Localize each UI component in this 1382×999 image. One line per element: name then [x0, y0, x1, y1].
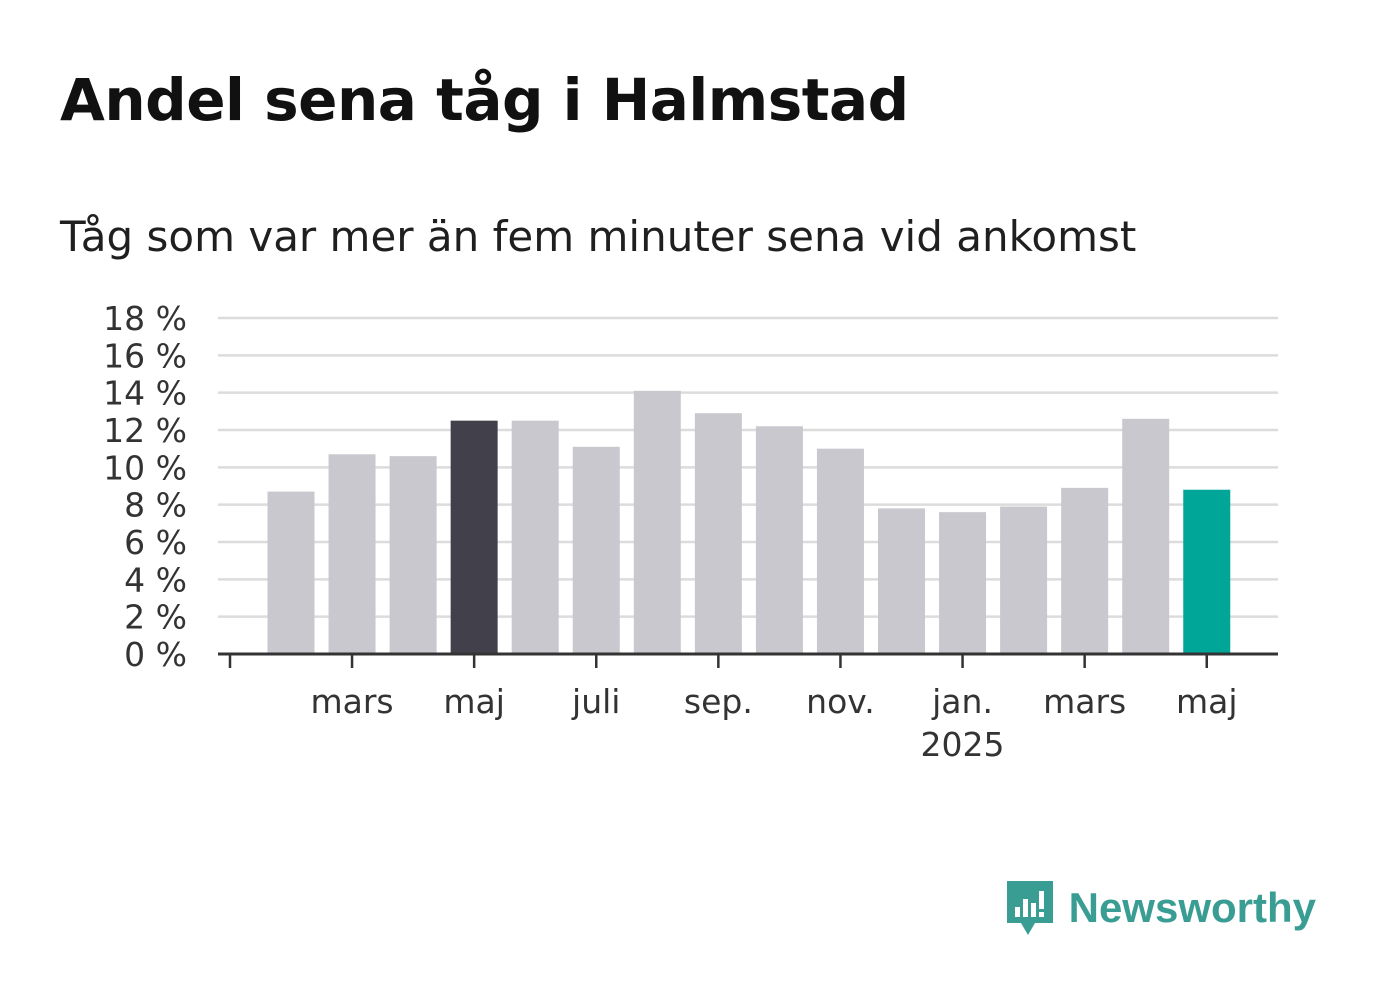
y-axis-tick-labels: 0 %2 %4 %6 %8 %10 %12 %14 %16 %18 %: [103, 299, 187, 674]
x-tick-label: maj: [1176, 682, 1238, 721]
bar-2024-07: [572, 446, 620, 654]
x-tick-label: jan.: [931, 682, 993, 721]
bars: [267, 390, 1231, 654]
brand-name: Newsworthy: [1068, 884, 1316, 931]
x-axis-tick-labels: mars maj juli sep. nov. jan. 2025 mars maj: [310, 682, 1237, 764]
y-tick-label: 8 %: [124, 486, 187, 525]
y-tick-label: 4 %: [124, 560, 187, 599]
x-axis: [218, 652, 1278, 668]
y-tick-label: 18 %: [103, 299, 187, 338]
y-tick-label: 10 %: [103, 448, 187, 487]
x-tick-label: juli: [571, 682, 620, 721]
bar-2024-11: [816, 448, 864, 654]
y-tick-label: 12 %: [103, 411, 187, 450]
x-tick-label: maj: [443, 682, 505, 721]
x-tick-label: mars: [310, 682, 393, 721]
newsworthy-logo: Newsworthy: [1003, 877, 1316, 939]
bar-2025-01: [939, 512, 987, 654]
bar-2024-10: [755, 426, 803, 654]
bar-2024-09: [694, 413, 742, 654]
y-tick-label: 2 %: [124, 598, 187, 637]
bar-2024-08: [633, 390, 681, 654]
bar-2025-03: [1061, 487, 1109, 654]
x-tick-label: 2025: [921, 725, 1005, 764]
bar-2024-03: [328, 454, 376, 654]
bar-2024-06: [511, 420, 559, 654]
bar-2024-02: [267, 491, 315, 654]
bar-2024-04: [389, 456, 437, 654]
y-tick-label: 16 %: [103, 336, 187, 375]
bar-2025-04: [1122, 418, 1170, 654]
newsworthy-bar-chart-icon: [1006, 881, 1053, 935]
chart-subtitle: Tåg som var mer än fem minuter sena vid …: [60, 212, 1137, 261]
chart-title: Andel sena tåg i Halmstad: [60, 66, 909, 134]
y-tick-label: 14 %: [103, 374, 187, 413]
x-tick-label: nov.: [806, 682, 875, 721]
x-tick-label: sep.: [684, 682, 753, 721]
bar-2024-12: [878, 508, 925, 654]
bar-2025-05: [1183, 489, 1231, 654]
y-tick-label: 6 %: [124, 523, 187, 562]
bar-2025-02: [1000, 506, 1048, 654]
y-tick-label: 0 %: [124, 635, 187, 674]
gridlines: [218, 316, 1278, 618]
bar-chart: 0 %2 %4 %6 %8 %10 %12 %14 %16 %18 % mars…: [103, 299, 1278, 764]
x-tick-label: mars: [1043, 682, 1126, 721]
bar-2024-05: [450, 420, 498, 654]
